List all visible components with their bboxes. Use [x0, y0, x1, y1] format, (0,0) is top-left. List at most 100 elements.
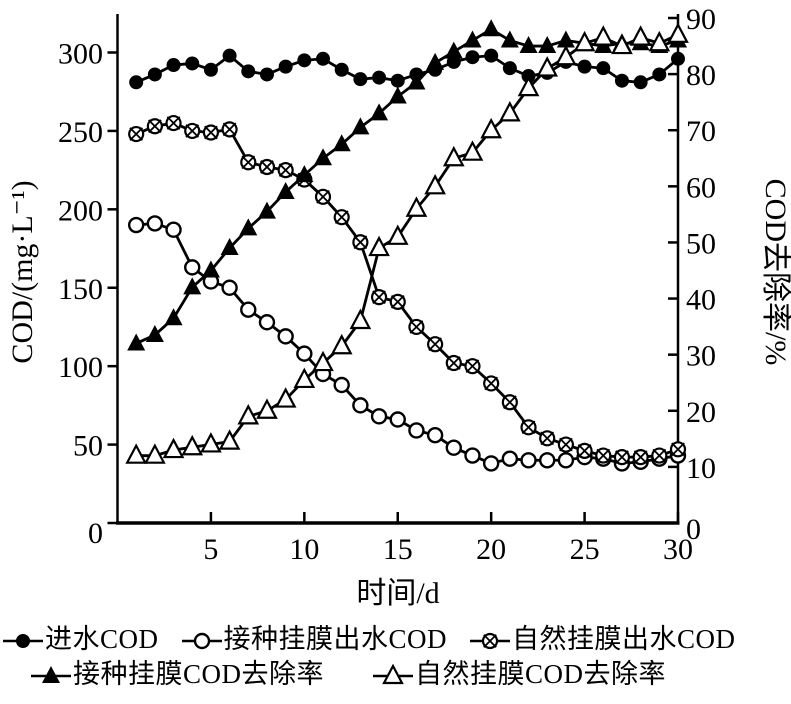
- marker-circle-x: [333, 209, 350, 226]
- right-tick-label: 90: [686, 3, 716, 36]
- marker-circle-x: [352, 234, 369, 251]
- marker-filled-triangle: [239, 218, 258, 236]
- marker-circle-x: [240, 154, 257, 171]
- left-tick-label: 0: [88, 517, 103, 550]
- marker-open-triangle: [125, 443, 148, 464]
- marker-filled-circle: [652, 67, 667, 82]
- legend-item-inoculated-removal-rate: 接种挂膜COD去除率: [30, 661, 324, 688]
- marker-circle-x: [613, 449, 631, 466]
- marker-open-triangle: [312, 350, 334, 372]
- marker-open-triangle: [592, 25, 615, 46]
- legend-marker-filled-circle-icon: [3, 633, 43, 648]
- marker-open-triangle: [442, 145, 465, 167]
- marker-open-circle: [165, 221, 182, 238]
- marker-open-triangle: [536, 56, 559, 77]
- marker-filled-circle: [633, 75, 648, 90]
- right-tick-label: 60: [686, 171, 716, 204]
- series-markers-inoculated-effluent-cod: [127, 215, 687, 472]
- marker-filled-circle: [278, 59, 293, 74]
- marker-open-triangle: [200, 432, 222, 453]
- marker-filled-circle: [671, 51, 685, 66]
- marker-open-circle: [333, 376, 350, 394]
- marker-circle-x: [464, 358, 481, 375]
- marker-open-triangle: [330, 333, 353, 355]
- y-right-axis-title: COD去除率/%: [759, 179, 791, 366]
- marker-open-circle: [408, 422, 425, 439]
- marker-open-triangle: [368, 235, 390, 257]
- marker-open-circle: [127, 216, 145, 234]
- marker-filled-triangle: [500, 30, 519, 48]
- marker-filled-triangle: [295, 165, 314, 183]
- marker-open-circle: [370, 408, 388, 425]
- marker-circle-x: [427, 336, 444, 353]
- marker-open-circle: [258, 314, 276, 331]
- legend-label: 接种挂膜COD去除率: [73, 659, 325, 689]
- marker-open-triangle: [517, 75, 540, 97]
- series-markers-influent-cod: [129, 48, 685, 90]
- marker-circle-x: [258, 158, 276, 176]
- marker-open-triangle: [480, 117, 502, 139]
- legend-marker-filled-triangle-icon: [31, 665, 71, 683]
- marker-filled-circle: [465, 50, 480, 65]
- marker-circle-x: [539, 430, 556, 447]
- series-line-inoculated-effluent-cod: [136, 222, 679, 465]
- marker-filled-circle: [353, 72, 368, 87]
- series-line-natural-removal-rate: [136, 33, 679, 458]
- marker-filled-circle: [614, 73, 629, 88]
- marker-circle-x: [445, 354, 462, 372]
- series-line-natural-effluent-cod: [135, 121, 679, 459]
- legend-marker-open-triangle-icon: [373, 663, 414, 684]
- marker-open-circle: [240, 301, 257, 318]
- marker-open-triangle: [461, 140, 484, 161]
- legend-item-natural-effluent-cod: 自然挂膜出水COD: [469, 626, 736, 653]
- marker-circle-x: [370, 289, 388, 306]
- marker-open-circle: [277, 328, 294, 345]
- marker-filled-triangle: [164, 308, 183, 326]
- tick-labels: 0 50 100 150 200 250 300 0 10 20 30 40 50 60 70 80 90 5 10…: [58, 3, 716, 566]
- marker-filled-circle: [185, 56, 200, 71]
- marker-filled-triangle: [351, 117, 370, 135]
- marker-circle-x: [651, 447, 668, 464]
- marker-circle-x: [202, 124, 220, 141]
- cod-chart-canvas: 0 50 100 150 200 250 300 0 10 20 30 40 50 60 70 80 90 5 10…: [6, 3, 791, 610]
- marker-filled-triangle: [145, 325, 164, 343]
- right-tick-label: 70: [686, 115, 716, 148]
- marker-filled-triangle: [257, 201, 276, 219]
- legend-row-1: 进水COD 接种挂膜出水COD 自然挂膜出水COD: [2, 626, 791, 653]
- legend-label: 接种挂膜出水COD: [223, 624, 448, 654]
- marker-circle-x: [389, 293, 406, 310]
- marker-open-triangle: [573, 30, 596, 52]
- chart-legend: 进水COD 接种挂膜出水COD 自然挂膜出水COD 接种挂膜COD去除率 自然挂膜COD…: [0, 620, 791, 688]
- marker-filled-triangle: [42, 665, 60, 683]
- series-markers-natural-effluent-cod: [128, 114, 687, 466]
- marker-open-circle: [520, 452, 537, 469]
- series-markers-natural-removal-rate: [125, 22, 689, 464]
- legend-item-natural-removal-rate: 自然挂膜COD去除率: [372, 661, 666, 688]
- marker-circle-x: [595, 447, 612, 464]
- marker-filled-circle: [502, 61, 517, 76]
- marker-open-triangle: [181, 434, 204, 456]
- legend-label: 自然挂膜COD去除率: [415, 659, 667, 689]
- marker-open-triangle: [218, 429, 241, 450]
- left-tick-label: 250: [58, 116, 103, 149]
- series-markers: [125, 19, 689, 472]
- marker-open-circle: [184, 259, 201, 276]
- marker-filled-circle: [484, 48, 499, 63]
- marker-filled-triangle: [127, 333, 146, 351]
- x-tick-label: 30: [663, 533, 693, 566]
- marker-filled-circle: [390, 73, 405, 88]
- marker-circle-x: [576, 442, 593, 459]
- marker-open-triangle: [667, 22, 689, 43]
- x-tick-label: 20: [476, 533, 506, 566]
- marker-filled-circle: [259, 67, 274, 82]
- marker-circle-x: [632, 449, 649, 466]
- x-tick-label: 5: [203, 533, 218, 566]
- legend-marker-open-circle-icon: [181, 632, 222, 649]
- marker-filled-triangle: [407, 72, 426, 90]
- marker-filled-circle: [222, 48, 237, 63]
- x-tick-label: 10: [289, 533, 319, 566]
- marker-open-triangle: [555, 44, 577, 66]
- marker-circle-x: [128, 125, 145, 143]
- legend-marker-circle-x-icon: [470, 632, 511, 649]
- marker-filled-triangle: [444, 41, 463, 59]
